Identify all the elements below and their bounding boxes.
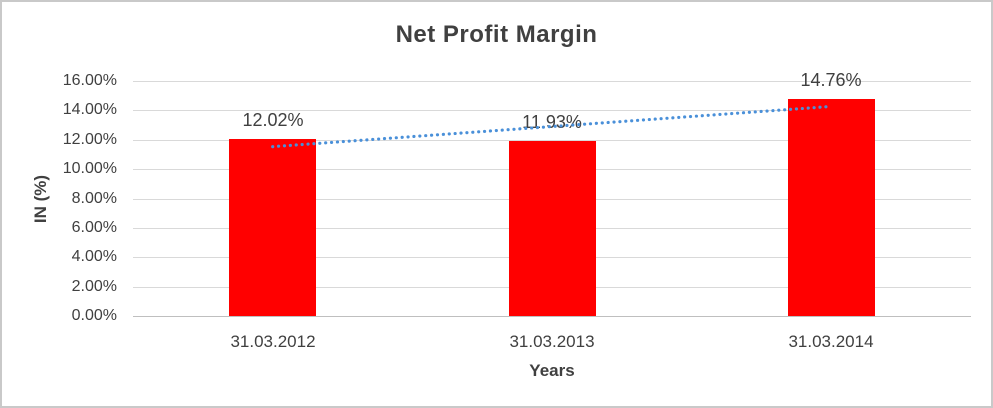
x-category-label: 31.03.2014	[788, 332, 874, 351]
data-label: 12.02%	[242, 110, 304, 130]
x-axis-line	[133, 316, 971, 317]
gridline	[133, 81, 971, 82]
x-category-label: 31.03.2013	[509, 332, 595, 351]
bar-31.03.2014	[788, 99, 875, 316]
bar-31.03.2013	[509, 141, 596, 316]
data-label: 14.76%	[800, 70, 862, 90]
y-tick-label: 4.00%	[71, 248, 117, 265]
y-tick-label: 14.00%	[62, 101, 117, 118]
bar-31.03.2012	[229, 139, 316, 316]
y-tick-label: 8.00%	[71, 190, 117, 207]
y-tick-label: 16.00%	[62, 72, 117, 89]
y-tick-label: 2.00%	[71, 278, 117, 295]
trendline-path	[271, 104, 833, 149]
gridline	[133, 140, 971, 141]
x-category-label: 31.03.2012	[230, 332, 316, 351]
chart-title: Net Profit Margin	[395, 21, 598, 48]
y-tick-label: 10.00%	[62, 160, 117, 177]
x-axis-title: Years	[529, 361, 575, 380]
y-tick-label: 6.00%	[71, 219, 117, 236]
y-tick-label: 12.00%	[62, 131, 117, 148]
gridline	[133, 110, 971, 111]
trendline	[271, 104, 833, 149]
y-tick-label: 0.00%	[71, 307, 117, 324]
